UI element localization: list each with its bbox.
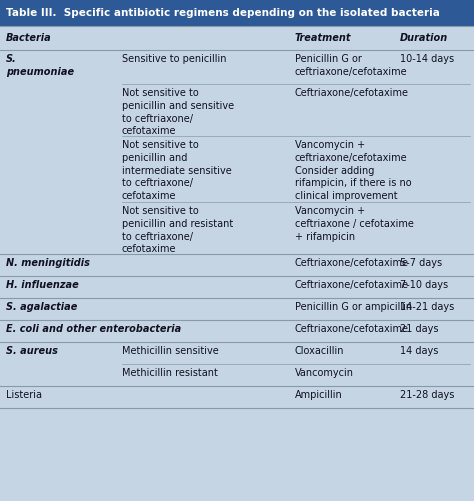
Text: Penicillin G or ampicillin: Penicillin G or ampicillin	[295, 302, 412, 312]
Text: Not sensitive to
penicillin and resistant
to ceftriaxone/
cefotaxime: Not sensitive to penicillin and resistan…	[122, 206, 233, 255]
Text: Cloxacillin: Cloxacillin	[295, 346, 345, 356]
Text: Methicillin resistant: Methicillin resistant	[122, 368, 218, 378]
Text: S. agalactiae: S. agalactiae	[6, 302, 77, 312]
Text: Methicillin sensitive: Methicillin sensitive	[122, 346, 219, 356]
Text: Ceftriaxone/cefotaxime: Ceftriaxone/cefotaxime	[295, 324, 409, 334]
Text: Penicillin G or
ceftriaxone/cefotaxime: Penicillin G or ceftriaxone/cefotaxime	[295, 54, 408, 77]
Text: E. coli and other enterobacteria: E. coli and other enterobacteria	[6, 324, 181, 334]
Text: S. aureus: S. aureus	[6, 346, 58, 356]
Text: Vancomycin +
ceftriaxone / cefotaxime
+ rifampicin: Vancomycin + ceftriaxone / cefotaxime + …	[295, 206, 414, 241]
Bar	[0, 0, 474, 26]
Text: 7-10 days: 7-10 days	[400, 280, 448, 290]
Text: Ampicillin: Ampicillin	[295, 390, 343, 400]
Text: Listeria: Listeria	[6, 390, 42, 400]
Text: 21-28 days: 21-28 days	[400, 390, 455, 400]
Text: Ceftriaxone/cefotaxime: Ceftriaxone/cefotaxime	[295, 258, 409, 268]
Text: Ceftriaxone/cefotaxime: Ceftriaxone/cefotaxime	[295, 88, 409, 98]
Text: Duration: Duration	[400, 33, 448, 43]
Text: 14-21 days: 14-21 days	[400, 302, 454, 312]
Text: H. influenzae: H. influenzae	[6, 280, 79, 290]
Text: Not sensitive to
penicillin and
intermediate sensitive
to ceftriaxone/
cefotaxim: Not sensitive to penicillin and intermed…	[122, 140, 232, 201]
Text: S.
pneumoniae: S. pneumoniae	[6, 54, 74, 77]
Text: 10-14 days: 10-14 days	[400, 54, 454, 64]
Text: 21 days: 21 days	[400, 324, 438, 334]
Text: Ceftriaxone/cefotaxime: Ceftriaxone/cefotaxime	[295, 280, 409, 290]
Text: Not sensitive to
penicillin and sensitive
to ceftriaxone/
cefotaxime: Not sensitive to penicillin and sensitiv…	[122, 88, 234, 136]
Text: N. meningitidis: N. meningitidis	[6, 258, 90, 268]
Text: Treatment: Treatment	[295, 33, 352, 43]
Text: Table III.  Specific antibiotic regimens depending on the isolated bacteria: Table III. Specific antibiotic regimens …	[6, 8, 440, 18]
Text: Vancomycin: Vancomycin	[295, 368, 354, 378]
Text: Vancomycin +
ceftriaxone/cefotaxime
Consider adding
rifampicin, if there is no
c: Vancomycin + ceftriaxone/cefotaxime Cons…	[295, 140, 411, 201]
Text: 5-7 days: 5-7 days	[400, 258, 442, 268]
Text: 14 days: 14 days	[400, 346, 438, 356]
Text: Bacteria: Bacteria	[6, 33, 52, 43]
Text: Sensitive to penicillin: Sensitive to penicillin	[122, 54, 227, 64]
